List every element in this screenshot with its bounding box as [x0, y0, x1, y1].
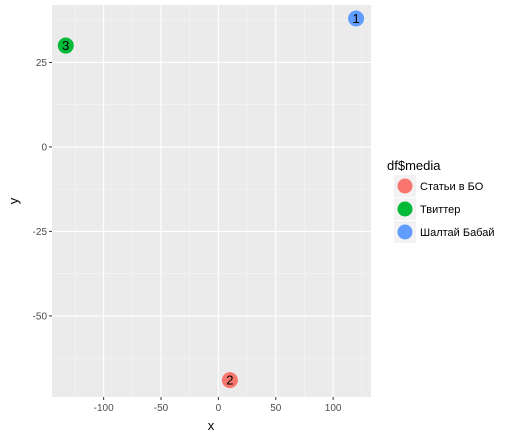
- legend-swatch: [398, 179, 413, 194]
- y-tick-label: -50: [33, 311, 48, 322]
- legend-title: df$media: [387, 158, 441, 173]
- x-axis: -100 -50 0 50 100: [94, 397, 342, 414]
- legend: df$media Статьи в БО Твиттер Шалтай Бабай: [387, 158, 495, 243]
- x-tick-label: -50: [154, 403, 169, 414]
- plot-panel: [52, 5, 371, 397]
- legend-label: Статьи в БО: [420, 181, 484, 193]
- y-tick-label: -25: [33, 227, 48, 238]
- x-tick-label: 50: [270, 403, 282, 414]
- point-label: 2: [226, 373, 233, 388]
- y-tick-label: 25: [36, 58, 48, 69]
- x-tick-label: 0: [216, 403, 222, 414]
- y-axis: -50 -25 0 25: [33, 58, 52, 322]
- x-axis-title: x: [208, 418, 215, 433]
- y-axis-title: y: [6, 197, 21, 204]
- legend-label: Шалтай Бабай: [420, 227, 495, 239]
- legend-swatch: [398, 225, 413, 240]
- legend-swatch: [398, 202, 413, 217]
- x-tick-label: 100: [325, 403, 342, 414]
- legend-label: Твиттер: [420, 204, 460, 216]
- point-label: 1: [352, 11, 359, 26]
- x-tick-label: -100: [94, 403, 114, 414]
- point-label: 3: [62, 38, 69, 53]
- y-tick-label: 0: [41, 142, 47, 153]
